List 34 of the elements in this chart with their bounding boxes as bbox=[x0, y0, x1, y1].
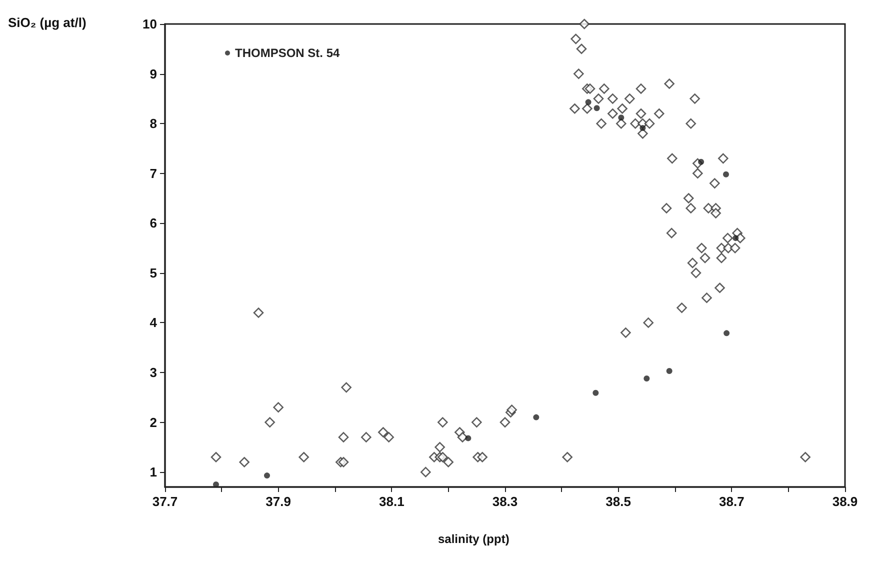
x-tick-label: 37.9 bbox=[266, 494, 291, 509]
point bbox=[640, 125, 646, 132]
point bbox=[732, 235, 739, 242]
point bbox=[533, 414, 540, 420]
point bbox=[618, 114, 624, 121]
point bbox=[465, 435, 472, 442]
point bbox=[698, 158, 704, 165]
point bbox=[644, 375, 650, 382]
y-tick-label: 7 bbox=[150, 166, 157, 181]
x-tick-label: 38.5 bbox=[606, 494, 631, 509]
y-tick-label: 2 bbox=[150, 414, 157, 430]
x-tick-label: 38.7 bbox=[719, 494, 744, 509]
y-tick-label: 3 bbox=[150, 364, 157, 380]
point bbox=[723, 171, 729, 178]
point bbox=[666, 368, 672, 374]
y-tick-label: 4 bbox=[150, 315, 158, 330]
x-axis-title: salinity (ppt) bbox=[438, 532, 510, 546]
x-tick-label: 37.7 bbox=[152, 494, 178, 509]
point bbox=[264, 472, 270, 479]
y-tick-label: 5 bbox=[150, 265, 157, 280]
y-tick-label: 8 bbox=[150, 116, 157, 132]
point bbox=[585, 99, 592, 106]
point bbox=[594, 105, 600, 112]
y-tick-label: 9 bbox=[150, 66, 157, 82]
x-tick-label: 38.3 bbox=[492, 494, 518, 509]
y-axis-title: SiO₂ (µg at/l) bbox=[8, 15, 86, 30]
point bbox=[724, 330, 730, 336]
x-tick-label: 38.9 bbox=[832, 494, 858, 509]
y-tick-label: 1 bbox=[150, 464, 157, 480]
y-tick-label: 10 bbox=[142, 16, 157, 32]
legend-label: THOMPSON St. 54 bbox=[235, 46, 340, 60]
x-tick-label: 38.1 bbox=[379, 494, 404, 509]
point bbox=[592, 390, 599, 396]
y-tick-label: 6 bbox=[150, 216, 157, 231]
